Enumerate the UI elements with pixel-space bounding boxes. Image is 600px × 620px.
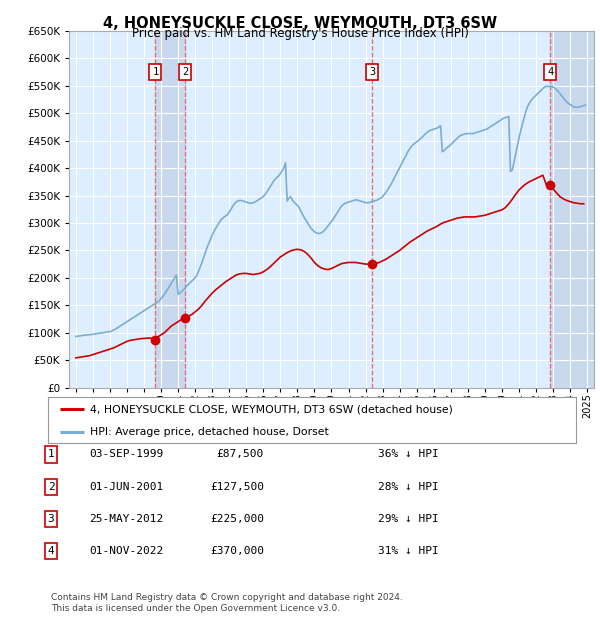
Text: 28% ↓ HPI: 28% ↓ HPI <box>378 482 439 492</box>
Text: 3: 3 <box>369 67 376 77</box>
Text: 01-JUN-2001: 01-JUN-2001 <box>89 482 163 492</box>
Bar <box>155 31 185 388</box>
Text: 4: 4 <box>547 67 553 77</box>
Text: 36% ↓ HPI: 36% ↓ HPI <box>378 450 439 459</box>
Text: 2: 2 <box>47 482 55 492</box>
Text: 03-SEP-1999: 03-SEP-1999 <box>89 450 163 459</box>
Text: 4, HONEYSUCKLE CLOSE, WEYMOUTH, DT3 6SW: 4, HONEYSUCKLE CLOSE, WEYMOUTH, DT3 6SW <box>103 16 497 30</box>
Bar <box>550 31 594 388</box>
Text: 29% ↓ HPI: 29% ↓ HPI <box>378 514 439 524</box>
Text: 25-MAY-2012: 25-MAY-2012 <box>89 514 163 524</box>
Text: 1: 1 <box>47 450 55 459</box>
Text: 4: 4 <box>47 546 55 556</box>
Text: HPI: Average price, detached house, Dorset: HPI: Average price, detached house, Dors… <box>90 427 329 436</box>
Text: 01-NOV-2022: 01-NOV-2022 <box>89 546 163 556</box>
Text: 31% ↓ HPI: 31% ↓ HPI <box>378 546 439 556</box>
Text: £225,000: £225,000 <box>210 514 264 524</box>
Text: £127,500: £127,500 <box>210 482 264 492</box>
Text: 4, HONEYSUCKLE CLOSE, WEYMOUTH, DT3 6SW (detached house): 4, HONEYSUCKLE CLOSE, WEYMOUTH, DT3 6SW … <box>90 404 453 414</box>
Text: £370,000: £370,000 <box>210 546 264 556</box>
Text: 3: 3 <box>47 514 55 524</box>
Text: 2: 2 <box>182 67 188 77</box>
Text: Contains HM Land Registry data © Crown copyright and database right 2024.
This d: Contains HM Land Registry data © Crown c… <box>51 593 403 613</box>
Text: £87,500: £87,500 <box>217 450 264 459</box>
Text: Price paid vs. HM Land Registry's House Price Index (HPI): Price paid vs. HM Land Registry's House … <box>131 27 469 40</box>
Text: 1: 1 <box>152 67 158 77</box>
